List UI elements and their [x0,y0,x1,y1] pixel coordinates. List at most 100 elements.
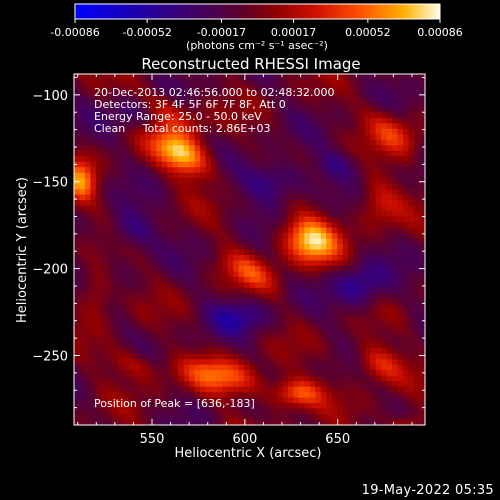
heatmap-cell [227,386,234,393]
heatmap-cell [112,205,119,212]
heatmap-cell [265,79,273,86]
heatmap-cell [309,287,316,294]
heatmap-cell [320,172,327,179]
heatmap-cell [222,139,229,146]
heatmap-cell [183,216,190,223]
heatmap-cell [337,408,344,415]
heatmap-cell [265,326,273,333]
heatmap-cell [183,408,190,415]
heatmap-cell [200,315,207,322]
heatmap-cell [134,161,141,168]
heatmap-cell [282,112,289,119]
heatmap-cell [156,112,163,119]
heatmap-cell [90,139,97,146]
heatmap-cell [106,216,113,223]
heatmap-cell [95,211,103,218]
heatmap-cell [167,260,174,267]
heatmap-cell [282,205,289,212]
heatmap-cell [419,238,426,245]
heatmap-cell [238,364,245,371]
heatmap-cell [254,260,262,267]
heatmap-cell [254,95,262,103]
heatmap-cell [403,392,410,399]
heatmap-cell [84,167,92,174]
heatmap-cell [287,134,294,141]
heatmap-cell [249,315,256,322]
heatmap-cell [150,254,157,262]
heatmap-cell [342,222,349,229]
heatmap-cell [342,353,349,360]
heatmap-cell [249,79,256,86]
heatmap-cell [167,298,174,305]
heatmap-cell [194,397,201,404]
heatmap-cell [298,178,305,185]
heatmap-cell [293,348,300,355]
heatmap-cell [320,145,327,152]
heatmap-cell [183,397,190,404]
heatmap-cell [326,95,333,103]
heatmap-cell [315,337,322,344]
heatmap-cell [112,282,119,289]
heatmap-cell [326,84,333,92]
heatmap-cell [101,211,108,218]
heatmap-cell [150,260,157,267]
heatmap-cell [205,364,212,371]
heatmap-cell [134,359,141,366]
heatmap-cell [205,381,212,388]
heatmap-cell [265,271,273,278]
heatmap-cell [101,194,108,201]
heatmap-cell [370,326,377,333]
heatmap-cell [145,337,152,344]
heatmap-cell [211,309,218,316]
heatmap-cell [293,370,300,377]
heatmap-cell [205,260,212,267]
heatmap-cell [287,95,294,103]
heatmap-cell [74,244,81,251]
heatmap-cell [397,260,404,267]
heatmap-cell [375,145,382,152]
heatmap-cell [326,315,333,322]
heatmap-cell [172,276,179,283]
heatmap-cell [298,403,305,410]
heatmap-cell [370,359,377,366]
heatmap-cell [419,337,426,344]
heatmap-cell [95,408,103,415]
heatmap-cell [348,167,355,174]
annotation-detectors: Detectors: 3F 4F 5F 6F 7F 8F, Att 0 [94,98,286,111]
heatmap-cell [101,271,108,278]
heatmap-cell [260,298,267,305]
heatmap-cell [359,282,366,289]
heatmap-cell [117,320,124,327]
heatmap-cell [205,348,212,355]
heatmap-cell [79,178,86,185]
heatmap-cell [397,353,404,360]
heatmap-cell [342,161,349,168]
heatmap-cell [282,189,289,196]
heatmap-cell [331,123,338,130]
heatmap-cell [353,408,360,415]
heatmap-cell [84,106,92,113]
heatmap-cell [167,337,174,344]
heatmap-cell [106,167,113,174]
heatmap-cell [403,150,410,157]
heatmap-cell [337,419,344,426]
heatmap-cell [337,359,344,366]
heatmap-cell [90,414,97,421]
heatmap-cell [397,112,404,119]
heatmap-cell [227,342,234,349]
heatmap-cell [128,375,135,382]
heatmap-cell [298,183,305,190]
heatmap-cell [222,315,229,322]
heatmap-cell [172,172,179,179]
heatmap-cell [106,375,113,382]
heatmap-cell [145,276,152,283]
heatmap-cell [189,106,196,113]
heatmap-cell [200,123,207,130]
heatmap-cell [408,392,415,399]
heatmap-cell [304,260,311,267]
heatmap-cell [386,194,393,201]
heatmap-cell [309,156,316,163]
heatmap-cell [359,79,366,86]
heatmap-cell [293,211,300,218]
heatmap-cell [309,90,316,97]
